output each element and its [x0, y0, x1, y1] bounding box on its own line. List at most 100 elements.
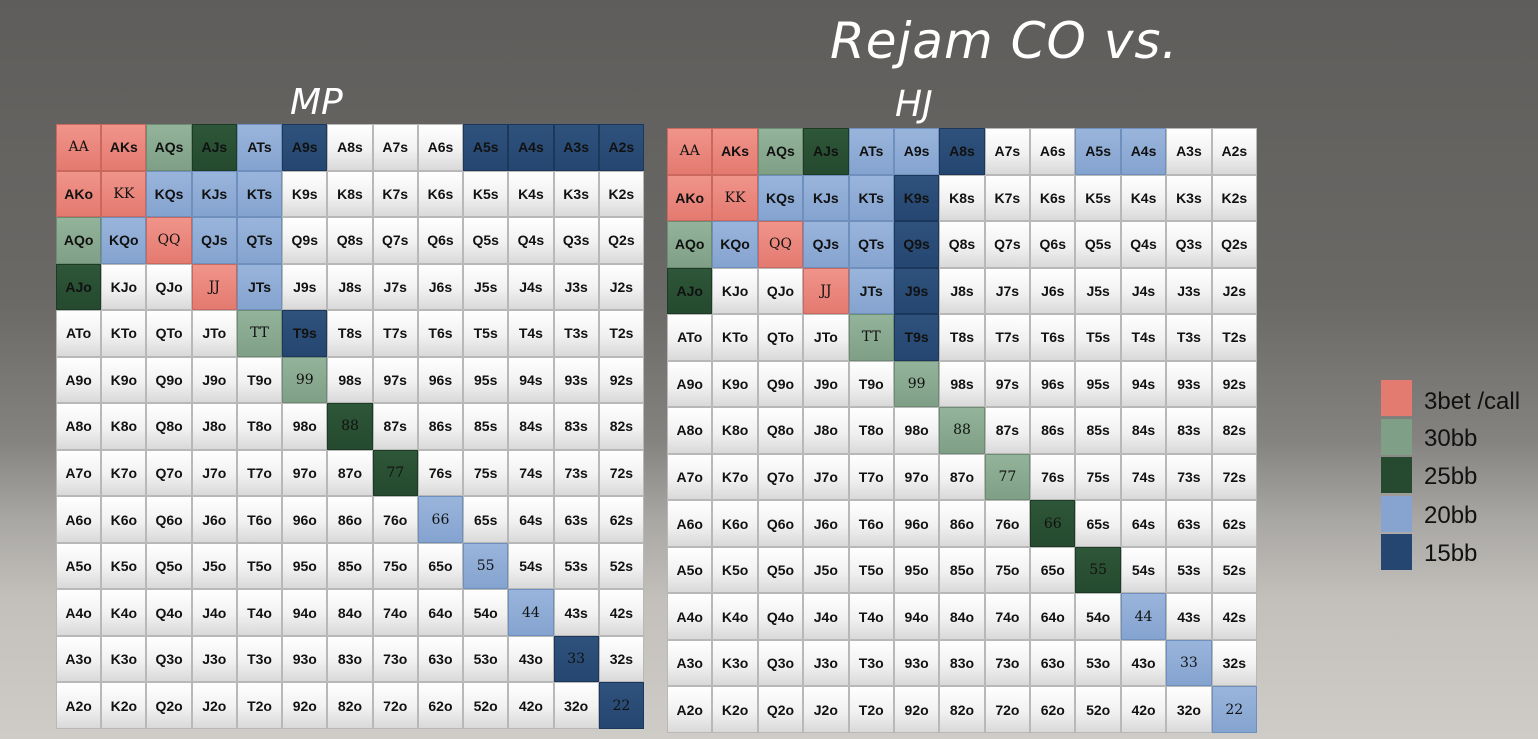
range-grid-hj: AA AKs AQs AJs ATs A9s A8s A7s A6s A5s A4s A3s A2s AK…: [667, 128, 1257, 733]
hand-cell-k6o: K6o: [101, 496, 147, 543]
hand-cell-kjs: KJs: [191, 170, 237, 218]
hand-cell-a3o: A3o: [56, 635, 102, 683]
hand-cell-ajo: AJo: [667, 267, 713, 315]
hand-cell-q7s: Q7s: [984, 221, 1031, 268]
hand-cell-43o: 43o: [508, 635, 554, 683]
hand-cell-t9s: T9s: [282, 310, 328, 357]
hand-cell-t9o: T9o: [848, 360, 894, 408]
hand-cell-t7o: T7o: [848, 453, 894, 501]
hand-cell-t8s: T8s: [327, 310, 373, 357]
hand-cell-j6s: J6s: [1030, 267, 1076, 315]
hand-cell-32s: 32s: [598, 635, 644, 683]
hand-cell-a6o: A6o: [667, 500, 713, 547]
hand-cell-q2o: Q2o: [146, 682, 192, 729]
hand-cell-k6s: K6s: [417, 170, 464, 218]
hand-cell-j7o: J7o: [191, 449, 237, 497]
hand-cell-q2s: Q2s: [598, 217, 644, 264]
hand-cell-qjs: QJs: [803, 221, 849, 268]
hand-cell-95s: 95s: [1075, 360, 1121, 408]
hand-cell-t7s: T7s: [372, 310, 418, 357]
hand-cell-84s: 84s: [508, 403, 554, 450]
hand-cell-q5o: Q5o: [757, 546, 804, 594]
hand-cell-a9o: A9o: [56, 356, 102, 404]
hand-cell-j4o: J4o: [191, 589, 237, 636]
hand-cell-qjs: QJs: [191, 217, 237, 264]
hand-cell-t2o: T2o: [848, 686, 894, 733]
hand-cell-55: 55: [463, 542, 509, 590]
hand-cell-86o: 86o: [939, 500, 985, 547]
hand-cell-94o: 94o: [282, 589, 328, 636]
hand-cell-65o: 65o: [1030, 546, 1076, 594]
hand-cell-t6s: T6s: [417, 310, 464, 357]
hand-cell-92o: 92o: [893, 686, 940, 733]
hand-cell-93o: 93o: [893, 639, 940, 687]
hand-cell-ato: ATo: [56, 310, 102, 357]
hand-cell-86s: 86s: [417, 403, 464, 450]
hand-cell-44: 44: [508, 589, 554, 636]
hand-cell-87o: 87o: [327, 449, 373, 497]
hand-cell-a2s: A2s: [598, 124, 644, 171]
hand-cell-a2o: A2o: [56, 682, 102, 729]
hand-cell-82s: 82s: [598, 403, 644, 450]
hand-cell-aqo: AQo: [667, 221, 713, 268]
hand-cell-52s: 52s: [1211, 546, 1257, 594]
hand-cell-97o: 97o: [893, 453, 940, 501]
hand-cell-k3o: K3o: [101, 635, 147, 683]
hand-cell-93s: 93s: [553, 356, 599, 404]
hand-cell-k5s: K5s: [463, 170, 509, 218]
hand-cell-76o: 76o: [984, 500, 1031, 547]
hand-cell-aqo: AQo: [56, 217, 102, 264]
hand-cell-k9o: K9o: [101, 356, 147, 404]
hand-cell-t9o: T9o: [236, 356, 283, 404]
hand-cell-72o: 72o: [372, 682, 418, 729]
hand-cell-83s: 83s: [1166, 407, 1212, 454]
hand-cell-aks: AKs: [101, 124, 147, 171]
hand-cell-t4o: T4o: [848, 593, 894, 640]
hand-cell-j5o: J5o: [191, 542, 237, 590]
hand-cell-q8s: Q8s: [939, 221, 985, 268]
hand-cell-kjo: KJo: [712, 267, 758, 315]
hand-cell-j3s: J3s: [553, 263, 599, 311]
hand-cell-t8o: T8o: [236, 403, 283, 450]
hand-cell-84o: 84o: [327, 589, 373, 636]
hand-cell-aqs: AQs: [146, 124, 192, 171]
hand-cell-qq: QQ: [146, 217, 192, 264]
hand-cell-95o: 95o: [282, 542, 328, 590]
hand-cell-q4o: Q4o: [146, 589, 192, 636]
hand-cell-85o: 85o: [327, 542, 373, 590]
hand-cell-73s: 73s: [1166, 453, 1212, 501]
hand-cell-j7s: J7s: [372, 263, 418, 311]
hand-cell-82o: 82o: [939, 686, 985, 733]
chart-title: Rejam CO vs.: [830, 12, 1179, 70]
hand-cell-a3s: A3s: [1166, 128, 1212, 175]
hand-cell-32o: 32o: [1166, 686, 1212, 733]
hand-cell-a3o: A3o: [667, 639, 713, 687]
hand-cell-ats: ATs: [848, 128, 894, 175]
hand-cell-j6s: J6s: [417, 263, 464, 311]
hand-cell-t4s: T4s: [508, 310, 554, 357]
hand-cell-72o: 72o: [984, 686, 1031, 733]
hand-cell-j6o: J6o: [803, 500, 849, 547]
hand-cell-kqo: KQo: [712, 221, 758, 268]
hand-cell-98s: 98s: [939, 360, 985, 408]
hand-cell-a7s: A7s: [372, 124, 418, 171]
hand-cell-kto: KTo: [712, 314, 758, 361]
hand-cell-a9s: A9s: [282, 124, 328, 171]
hand-cell-k4s: K4s: [508, 170, 554, 218]
hand-cell-qto: QTo: [146, 310, 192, 357]
hand-cell-k3o: K3o: [712, 639, 758, 687]
hand-cell-a7o: A7o: [667, 453, 713, 501]
hand-cell-j3o: J3o: [803, 639, 849, 687]
hand-cell-k6s: K6s: [1030, 174, 1076, 222]
hand-cell-j5o: J5o: [803, 546, 849, 594]
legend-swatch: [1381, 418, 1412, 455]
hand-cell-53s: 53s: [1166, 546, 1212, 594]
hand-cell-kk: KK: [712, 174, 758, 222]
hand-cell-a5s: A5s: [1075, 128, 1121, 175]
hand-cell-t7o: T7o: [236, 449, 283, 497]
hand-cell-65o: 65o: [417, 542, 464, 590]
hand-cell-qts: QTs: [848, 221, 894, 268]
hand-cell-jto: JTo: [191, 310, 237, 357]
hand-cell-62s: 62s: [1211, 500, 1257, 547]
hand-cell-54o: 54o: [1075, 593, 1121, 640]
